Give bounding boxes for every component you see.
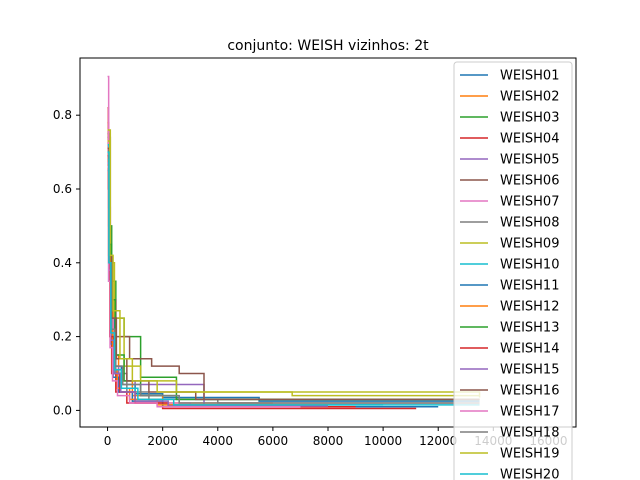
- plot-area: [107, 75, 481, 410]
- x-tick-label: 10000: [364, 434, 402, 448]
- legend: WEISH01 WEISH02 WEISH03 WEISH04 WEISH05 WEISH…: [453, 61, 573, 480]
- legend-entry-label: WEISH10: [500, 258, 559, 273]
- y-tick-label: 0.8: [53, 108, 72, 122]
- y-tick-label: 0.2: [53, 330, 72, 344]
- legend-entry-label: WEISH16: [500, 384, 559, 399]
- legend-entry-label: WEISH20: [500, 468, 559, 480]
- y-tick-label: 0.4: [53, 256, 72, 270]
- legend-entry-label: WEISH14: [500, 342, 559, 357]
- legend-entry-label: WEISH03: [500, 111, 559, 126]
- legend-entry-label: WEISH08: [500, 216, 559, 231]
- legend-entry-label: WEISH18: [500, 426, 559, 441]
- legend-entry-label: WEISH01: [500, 69, 559, 84]
- legend-entry-label: WEISH15: [500, 363, 559, 378]
- x-tick-label: 4000: [203, 434, 234, 448]
- legend-entry-label: WEISH07: [500, 195, 559, 210]
- x-tick-label: 6000: [258, 434, 289, 448]
- axes-frame: [79, 57, 577, 428]
- legend-entry-label: WEISH09: [500, 237, 559, 252]
- legend-box: [453, 61, 573, 480]
- legend-entry-label: WEISH04: [500, 132, 559, 147]
- legend-entry-label: WEISH11: [500, 279, 559, 294]
- legend-entry-label: WEISH05: [500, 153, 559, 168]
- legend-entry-label: WEISH13: [500, 321, 559, 336]
- series-line-weish19: [107, 140, 481, 398]
- y-axis: 0.0 0.2 0.4 0.6 0.8: [53, 108, 80, 417]
- x-tick-label: 12000: [419, 434, 457, 448]
- chart-title: conjunto: WEISH vizinhos: 2t: [227, 38, 429, 54]
- legend-entry-label: WEISH02: [500, 90, 559, 105]
- legend-entry-label: WEISH12: [500, 300, 559, 315]
- legend-entry-label: WEISH06: [500, 174, 559, 189]
- y-tick-label: 0.6: [53, 182, 72, 196]
- series-line-weish17: [107, 166, 301, 408]
- x-tick-label: 8000: [313, 434, 344, 448]
- series-line-weish20: [107, 151, 384, 406]
- x-tick-label: 0: [104, 434, 112, 448]
- y-tick-label: 0.0: [53, 403, 72, 417]
- legend-entry-label: WEISH17: [500, 405, 559, 420]
- legend-entry-label: WEISH19: [500, 447, 559, 462]
- x-tick-label: 2000: [147, 434, 178, 448]
